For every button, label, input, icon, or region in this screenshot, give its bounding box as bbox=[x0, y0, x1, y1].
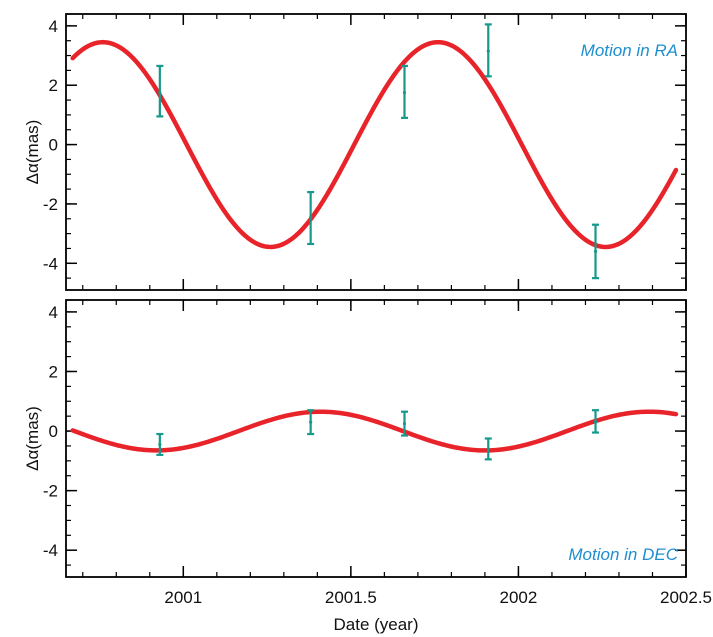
y-tick-label: 0 bbox=[49, 136, 58, 155]
data-marker bbox=[309, 420, 313, 424]
data-point bbox=[400, 410, 408, 437]
y-tick-label: -4 bbox=[43, 541, 58, 560]
x-tick-label: 2002 bbox=[500, 588, 538, 607]
data-point bbox=[156, 64, 164, 118]
x-tick-label: 2001 bbox=[164, 588, 202, 607]
data-point bbox=[484, 23, 492, 78]
data-marker bbox=[309, 215, 313, 219]
data-marker bbox=[593, 249, 598, 254]
data-marker bbox=[402, 91, 407, 95]
x-axis-label: Date (year) bbox=[333, 615, 418, 634]
y-tick-label: -4 bbox=[43, 254, 58, 273]
data-point bbox=[592, 409, 600, 434]
panel-ra: -4 -2 0 2 4 Motion in RA Δα(mas) bbox=[23, 13, 687, 291]
data-marker bbox=[158, 442, 162, 447]
panel-annotation: Motion in DEC bbox=[568, 545, 678, 564]
y-axis-label: Δα(mas) bbox=[23, 406, 42, 471]
panel-dec: 2001 2001.5 2002 2002.5 -4 -2 0 2 4 Motion in DEC… bbox=[23, 299, 712, 634]
y-tick-label: 4 bbox=[49, 303, 58, 322]
plot-frame bbox=[65, 13, 687, 291]
data-point bbox=[592, 223, 600, 280]
y-tick-label: 4 bbox=[49, 17, 58, 36]
y-tick-label: 2 bbox=[49, 362, 58, 381]
data-marker bbox=[593, 420, 598, 424]
data-marker bbox=[486, 49, 490, 53]
plot-frame bbox=[65, 299, 687, 578]
panel-annotation: Motion in RA bbox=[581, 41, 678, 60]
model-curve bbox=[70, 39, 679, 250]
y-tick-label: -2 bbox=[43, 195, 58, 214]
y-tick-label: -2 bbox=[43, 482, 58, 501]
data-point bbox=[307, 190, 315, 246]
y-tick-label: 0 bbox=[49, 422, 58, 441]
data-point bbox=[400, 64, 408, 119]
data-point bbox=[484, 437, 492, 461]
data-marker bbox=[486, 447, 490, 451]
x-tick-label: 2002.5 bbox=[660, 588, 712, 607]
y-axis-label: Δα(mas) bbox=[23, 120, 42, 185]
data-marker bbox=[402, 422, 407, 426]
x-tick-label: 2001.5 bbox=[325, 588, 377, 607]
data-marker bbox=[158, 91, 162, 95]
data-point bbox=[307, 409, 315, 436]
model-curve bbox=[70, 409, 679, 453]
data-point bbox=[156, 432, 164, 456]
y-tick-label: 2 bbox=[49, 76, 58, 95]
